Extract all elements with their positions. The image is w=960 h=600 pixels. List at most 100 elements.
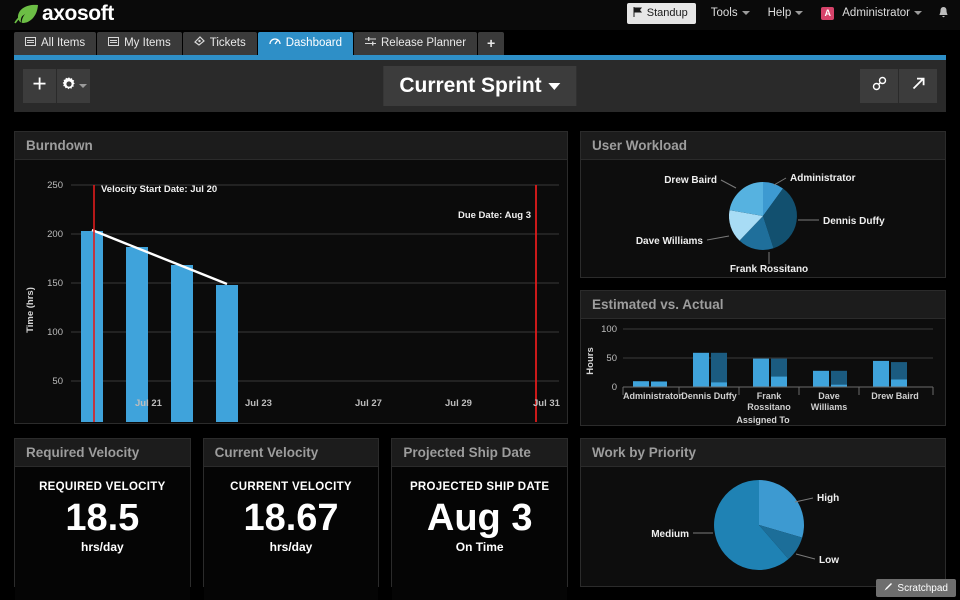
sprint-selector[interactable]: Current Sprint xyxy=(383,66,577,106)
help-label: Help xyxy=(767,7,792,19)
avatar: A xyxy=(821,6,835,20)
estimated-vs-actual-panel: Estimated vs. Actual 100 50 0 xyxy=(580,290,946,426)
tab-all-items[interactable]: All Items xyxy=(14,32,97,55)
chevron-down-icon xyxy=(741,11,750,15)
work-by-priority-chart[interactable]: High Low Medium xyxy=(581,467,945,586)
svg-text:Hours: Hours xyxy=(585,347,596,374)
priority-label-low: Low xyxy=(819,555,839,566)
priority-label-medium: Medium xyxy=(651,529,689,540)
svg-text:50: 50 xyxy=(606,353,617,364)
brand-name: axosoft xyxy=(42,2,114,25)
tools-menu[interactable]: Tools xyxy=(702,3,759,23)
burndown-xtick: Jul 27 xyxy=(355,398,382,409)
tab-release-planner-label: Release Planner xyxy=(381,37,467,49)
link-icon xyxy=(871,75,888,97)
burndown-chart[interactable]: 250 200 150 100 50 0 Time (hrs) xyxy=(15,160,567,423)
pie-label-drew-baird: Drew Baird xyxy=(664,175,717,186)
estact-category: Dave Williams xyxy=(810,391,848,412)
pie-label-dave-williams: Dave Williams xyxy=(636,236,704,247)
tools-label: Tools xyxy=(710,7,738,19)
tab-tickets-label: Tickets xyxy=(209,37,246,49)
help-menu[interactable]: Help xyxy=(759,3,813,23)
current-velocity-unit: hrs/day xyxy=(269,540,313,554)
burndown-xtick: Jul 21 xyxy=(135,398,162,409)
projected-ship-date-title: Projected Ship Date xyxy=(392,439,568,467)
user-workload-chart[interactable]: Administrator Dennis Duffy Frank Rossita… xyxy=(581,160,945,277)
chevron-down-icon xyxy=(795,11,804,15)
sprint-left-actions xyxy=(23,69,90,103)
tab-dashboard-label: Dashboard xyxy=(285,37,342,49)
list-icon xyxy=(108,32,120,55)
estact-category: Frank Rossitano xyxy=(747,391,791,412)
tab-dashboard[interactable]: Dashboard xyxy=(257,32,353,55)
estact-category: Drew Baird xyxy=(871,391,919,401)
projected-ship-date-label: PROJECTED SHIP DATE xyxy=(409,481,550,493)
brand-logo[interactable]: axosoft xyxy=(14,3,114,25)
projected-ship-date-card: Projected Ship Date PROJECTED SHIP DATE … xyxy=(391,438,569,600)
pencil-icon xyxy=(884,582,893,594)
tab-my-items[interactable]: My Items xyxy=(97,32,182,55)
estact-category: Administrator xyxy=(623,391,683,401)
dashboard-grid: Burndown xyxy=(14,131,947,600)
burndown-panel: Burndown xyxy=(14,131,568,424)
current-velocity-value: 18.67 xyxy=(243,497,339,539)
required-velocity-label: REQUIRED VELOCITY xyxy=(39,481,166,493)
svg-text:50: 50 xyxy=(52,376,63,387)
svg-text:0: 0 xyxy=(612,382,617,393)
estimated-vs-actual-chart[interactable]: 100 50 0 Hours xyxy=(581,319,945,425)
svg-text:150: 150 xyxy=(47,278,63,289)
pie-label-dennis-duffy: Dennis Duffy xyxy=(823,216,885,227)
dashboard-icon xyxy=(269,32,281,55)
sliders-icon xyxy=(365,32,376,55)
work-by-priority-title: Work by Priority xyxy=(581,439,946,467)
user-workload-panel: User Workload xyxy=(580,131,946,278)
settings-button[interactable] xyxy=(57,69,90,103)
ticket-icon xyxy=(193,32,205,55)
flag-icon xyxy=(633,6,643,20)
current-velocity-title: Current Velocity xyxy=(203,439,379,467)
standup-button[interactable]: Standup xyxy=(626,2,696,24)
svg-text:Due Date: Aug 3: Due Date: Aug 3 xyxy=(458,210,531,221)
required-velocity-title: Required Velocity xyxy=(15,439,190,467)
link-button[interactable] xyxy=(860,69,898,103)
dashboard-row-bottom: Required Velocity REQUIRED VELOCITY 18.5… xyxy=(14,438,947,600)
tab-release-planner[interactable]: Release Planner xyxy=(354,32,478,55)
required-velocity-card: Required Velocity REQUIRED VELOCITY 18.5… xyxy=(14,438,191,600)
chevron-down-icon xyxy=(914,11,922,15)
projected-ship-date-value: Aug 3 xyxy=(426,497,533,539)
work-by-priority-panel: Work by Priority xyxy=(580,438,947,587)
top-right-menus: Standup Tools Help A Administrator xyxy=(626,2,956,24)
user-workload-title: User Workload xyxy=(581,132,945,160)
leaf-icon xyxy=(14,3,40,25)
add-tab-button[interactable]: + xyxy=(478,32,505,55)
tab-bar: All Items My Items Tickets Dashboard Rel… xyxy=(0,30,960,55)
svg-text:200: 200 xyxy=(47,229,63,240)
svg-text:100: 100 xyxy=(601,324,617,335)
dashboard-row-top: Burndown xyxy=(14,131,946,426)
pie-label-frank-rossitano: Frank Rossitano xyxy=(730,264,808,275)
svg-text:Velocity Start Date: Jul 20: Velocity Start Date: Jul 20 xyxy=(101,184,217,195)
expand-button[interactable] xyxy=(899,69,937,103)
pie-label-administrator: Administrator xyxy=(790,173,856,184)
required-velocity-value: 18.5 xyxy=(65,497,140,539)
tab-all-items-label: All Items xyxy=(41,37,86,49)
sprint-toolbar: Current Sprint xyxy=(14,60,946,112)
required-velocity-unit: hrs/day xyxy=(80,540,124,554)
estact-category: Dennis Duffy xyxy=(681,391,737,401)
chevron-down-icon xyxy=(548,82,561,90)
chevron-down-icon xyxy=(78,84,87,88)
svg-text:250: 250 xyxy=(47,180,63,191)
list-icon xyxy=(25,32,36,55)
user-label: Administrator xyxy=(842,7,910,19)
tab-tickets[interactable]: Tickets xyxy=(182,32,257,55)
scratchpad-button[interactable]: Scratchpad xyxy=(876,579,956,597)
sprint-selector-label: Current Sprint xyxy=(399,74,542,97)
projected-ship-date-status: On Time xyxy=(455,540,504,554)
plus-icon xyxy=(32,76,47,96)
user-menu[interactable]: A Administrator xyxy=(812,3,931,24)
add-button[interactable] xyxy=(23,69,56,103)
gear-icon xyxy=(61,76,77,97)
burndown-xtick: Jul 29 xyxy=(445,398,472,409)
bell-icon[interactable] xyxy=(931,3,956,24)
